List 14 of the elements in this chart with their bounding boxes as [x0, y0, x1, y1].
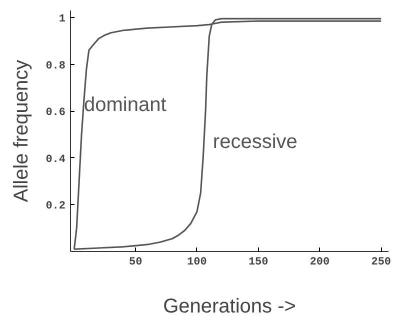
x-tick-label: 250 [371, 256, 392, 268]
x-axis-title: Generations -> [163, 296, 296, 318]
x-tick-label: 50 [128, 256, 142, 268]
y-tick-label: 0.8 [46, 60, 66, 72]
series-label: recessive [212, 131, 298, 154]
series-label: dominant [84, 94, 167, 116]
y-tick-label: 1 [58, 14, 66, 26]
y-tick-label: 0.2 [46, 200, 66, 213]
y-axis-title: Allele frequency [10, 60, 33, 202]
x-tick-label: 200 [310, 256, 330, 268]
y-tick-label: 0.6 [46, 107, 66, 120]
x-tick-label: 150 [248, 256, 268, 268]
y-tick-label: 0.4 [46, 154, 66, 166]
x-tick-label: 100 [187, 256, 207, 268]
